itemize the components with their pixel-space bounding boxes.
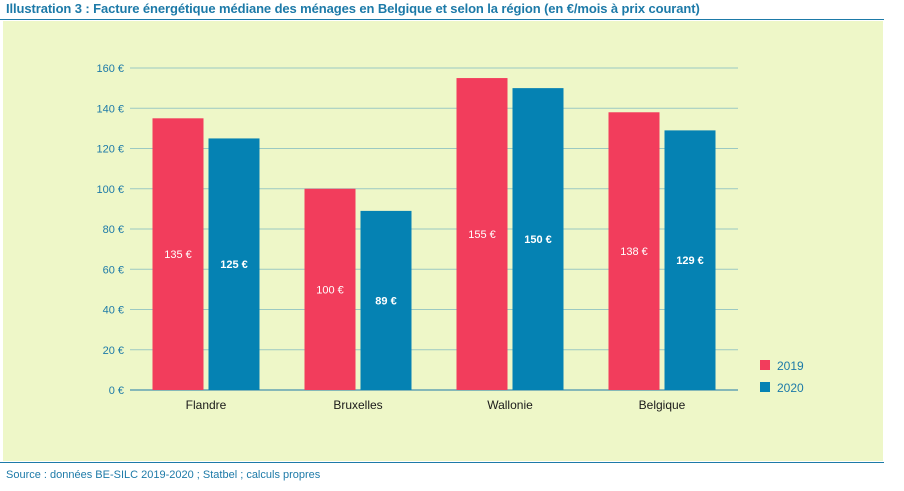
data-label: 100 € — [316, 284, 344, 296]
x-axis-categories: Flandre Bruxelles Wallonie Belgique — [186, 398, 686, 412]
x-category-label: Belgique — [639, 398, 686, 412]
y-tick-label: 100 € — [96, 184, 124, 196]
x-category-label: Bruxelles — [333, 398, 382, 412]
y-tick-label: 60 € — [103, 264, 124, 276]
bar-2020-flandre — [208, 138, 260, 390]
source-note: Source : données BE-SILC 2019-2020 ; Sta… — [6, 469, 321, 481]
legend-label-2020: 2020 — [777, 381, 804, 395]
source-divider — [0, 462, 884, 463]
legend-swatch-2019 — [760, 360, 770, 370]
data-label: 129 € — [676, 255, 704, 267]
legend-label-2019: 2019 — [777, 359, 804, 373]
chart-title: Illustration 3 : Facture énergétique méd… — [6, 1, 700, 16]
data-label: 125 € — [220, 259, 248, 271]
y-tick-label: 0 € — [109, 385, 124, 397]
title-divider — [0, 19, 884, 20]
bar-2019-belgique — [608, 112, 660, 391]
bar-2019-flandre — [152, 118, 204, 390]
data-label: 135 € — [164, 249, 192, 261]
y-tick-label: 80 € — [103, 224, 124, 236]
data-label: 89 € — [375, 295, 396, 307]
chart-panel — [3, 21, 883, 461]
x-category-label: Flandre — [186, 398, 227, 412]
y-tick-label: 140 € — [96, 103, 124, 115]
bar-2019-wallonie — [456, 78, 508, 390]
y-axis-ticks: 0 € 20 € 40 € 60 € 80 € 100 € 120 € 140 € 160 € — [96, 63, 124, 397]
legend: 2019 2020 — [760, 359, 804, 395]
data-label: 155 € — [468, 229, 496, 241]
bar-2019-bruxelles — [304, 188, 356, 390]
bar-2020-bruxelles — [360, 210, 412, 390]
data-label: 138 € — [620, 246, 648, 258]
legend-swatch-2020 — [760, 382, 770, 392]
bar-2020-belgique — [664, 130, 716, 390]
y-tick-label: 40 € — [103, 305, 124, 317]
x-category-label: Wallonie — [487, 398, 533, 412]
bar-2020-wallonie — [512, 88, 564, 390]
y-tick-label: 20 € — [103, 345, 124, 357]
y-tick-label: 120 € — [96, 144, 124, 156]
bars: 135 € 125 € 100 € 89 € 155 € 150 € 138 € 129 € — [152, 78, 716, 391]
y-tick-label: 160 € — [96, 63, 124, 75]
data-label: 150 € — [524, 234, 552, 246]
